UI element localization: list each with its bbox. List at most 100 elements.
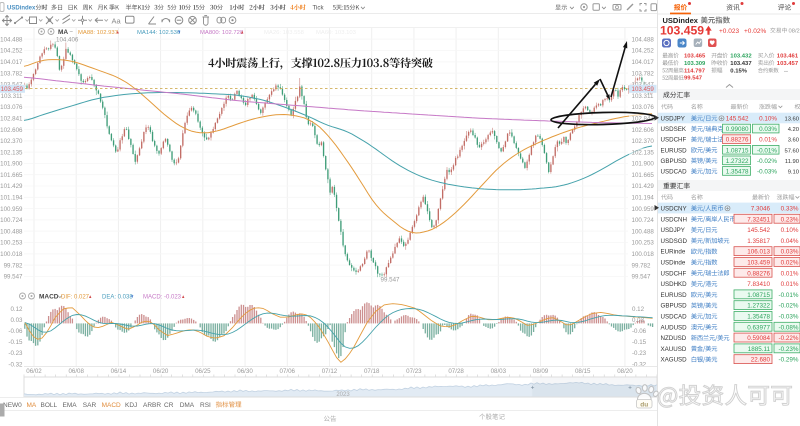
- svg-text:99.547: 99.547: [632, 274, 651, 281]
- svg-text:GBPUSD: GBPUSD: [661, 303, 688, 310]
- svg-text:1.35478: 1.35478: [726, 169, 749, 176]
- svg-text:103.457: 103.457: [777, 61, 799, 67]
- svg-text:MA26: 103.558: MA26: 103.558: [264, 30, 305, 36]
- svg-text:MA60: 103.103: MA60: 103.103: [316, 30, 357, 36]
- svg-text:07/06: 07/06: [280, 368, 296, 375]
- svg-text:103.437: 103.437: [730, 61, 752, 67]
- svg-text:CR: CR: [164, 402, 174, 409]
- svg-text:1.35817: 1.35817: [747, 238, 770, 245]
- svg-text:~: ~: [70, 30, 74, 36]
- svg-text:-0.03%: -0.03%: [757, 169, 777, 176]
- svg-text:1.27322: 1.27322: [726, 158, 749, 165]
- svg-text:0.10%: 0.10%: [781, 227, 799, 234]
- svg-text:104.252: 104.252: [0, 48, 23, 55]
- svg-text:08/09: 08/09: [533, 368, 549, 375]
- svg-text:0.63977: 0.63977: [747, 324, 770, 331]
- svg-text:-0.23: -0.23: [632, 350, 647, 357]
- svg-text:100.018: 100.018: [0, 251, 23, 258]
- svg-text:103.459: 103.459: [632, 86, 655, 93]
- svg-text:-0.32: -0.32: [8, 361, 23, 368]
- svg-text:104.252: 104.252: [632, 48, 655, 55]
- svg-text:USDindex: USDindex: [663, 16, 699, 25]
- svg-text:0.03%: 0.03%: [759, 126, 777, 133]
- svg-text:100.724: 100.724: [0, 217, 23, 224]
- svg-text:EURUSD: EURUSD: [661, 147, 688, 154]
- svg-text:-0.02%: -0.02%: [757, 158, 777, 165]
- svg-text:57.60: 57.60: [784, 148, 799, 154]
- svg-text:0.88276: 0.88276: [726, 137, 749, 144]
- svg-text:1.27322: 1.27322: [747, 303, 770, 310]
- svg-text:22.680: 22.680: [751, 357, 771, 364]
- svg-text:101.194: 101.194: [632, 195, 655, 202]
- svg-text:MA: MA: [27, 402, 37, 409]
- svg-text:100.488: 100.488: [0, 228, 23, 235]
- svg-text:AUDUSD: AUDUSD: [661, 324, 688, 331]
- svg-text:USDindex: USDindex: [7, 6, 36, 12]
- svg-text:-0.23%: -0.23%: [779, 346, 799, 353]
- svg-text:-0.03%: -0.03%: [779, 314, 799, 321]
- svg-text:103.309: 103.309: [684, 61, 706, 67]
- svg-text:USDCNY: USDCNY: [661, 206, 687, 213]
- svg-text:+0.02%: +0.02%: [744, 28, 766, 35]
- svg-text:USDSGD: USDSGD: [661, 238, 688, 245]
- svg-text:du: du: [640, 401, 648, 408]
- svg-text:103.076: 103.076: [632, 104, 655, 111]
- svg-text:USDCHF: USDCHF: [661, 137, 687, 144]
- svg-text:0.59084: 0.59084: [747, 335, 770, 342]
- svg-text:-0.02%: -0.02%: [779, 303, 799, 310]
- svg-text:USDCNH: USDCNH: [661, 216, 687, 223]
- svg-text:145.542: 145.542: [747, 227, 770, 234]
- svg-text:102.841: 102.841: [632, 115, 655, 122]
- svg-text:KDJ: KDJ: [125, 402, 137, 409]
- svg-text:08/15: 08/15: [575, 368, 591, 375]
- svg-text:104.017: 104.017: [632, 59, 655, 66]
- svg-text:07/28: 07/28: [448, 368, 464, 375]
- svg-text:08/20 22:00: 08/20 22:00: [789, 29, 800, 35]
- svg-text:102.135: 102.135: [632, 149, 655, 156]
- svg-text:USDHKD: USDHKD: [661, 281, 688, 288]
- svg-text:-0.29%: -0.29%: [779, 357, 799, 364]
- svg-text:08/03: 08/03: [491, 368, 507, 375]
- svg-text:7.83410: 7.83410: [747, 281, 770, 288]
- svg-text:101.665: 101.665: [632, 172, 655, 179]
- svg-text:-0.08%: -0.08%: [779, 324, 799, 331]
- svg-text:100.959: 100.959: [0, 206, 23, 213]
- svg-text:99.547: 99.547: [684, 76, 703, 82]
- svg-text:104.488: 104.488: [0, 36, 23, 43]
- svg-text:MACD: -0.023: MACD: -0.023: [143, 295, 182, 301]
- svg-text:06/20: 06/20: [153, 368, 169, 375]
- svg-text:106.013: 106.013: [747, 249, 770, 256]
- svg-text:USDCHF: USDCHF: [661, 270, 687, 277]
- svg-text:-0.01%: -0.01%: [779, 292, 799, 299]
- svg-text:3.60: 3.60: [788, 138, 799, 144]
- svg-text:99.547: 99.547: [381, 277, 400, 284]
- svg-text:0.15%: 0.15%: [730, 68, 747, 74]
- svg-text:-0.01%: -0.01%: [757, 147, 777, 154]
- svg-text:9.10: 9.10: [788, 170, 799, 176]
- svg-text:DMA: DMA: [180, 402, 195, 409]
- svg-text:100.724: 100.724: [632, 217, 655, 224]
- svg-text:07/12: 07/12: [322, 368, 338, 375]
- svg-text:0.04%: 0.04%: [781, 238, 799, 245]
- svg-text:103.432: 103.432: [730, 54, 752, 60]
- svg-text:114.797: 114.797: [684, 68, 706, 74]
- svg-text:103.459: 103.459: [660, 24, 704, 38]
- svg-text:XAUUSD: XAUUSD: [661, 346, 687, 353]
- svg-text:XAGUSD: XAGUSD: [661, 357, 688, 364]
- svg-text:99.547: 99.547: [4, 274, 23, 281]
- svg-text:101.194: 101.194: [0, 195, 23, 202]
- svg-text:-0.32: -0.32: [632, 361, 647, 368]
- svg-text:104.488: 104.488: [632, 36, 655, 43]
- svg-text:-0.23: -0.23: [8, 350, 23, 357]
- svg-text:100.018: 100.018: [632, 251, 655, 258]
- svg-text:DIF: 0.027: DIF: 0.027: [61, 295, 90, 301]
- svg-text:0.03: 0.03: [10, 317, 23, 324]
- svg-text:0.99080: 0.99080: [726, 126, 749, 133]
- svg-text:7.3046: 7.3046: [751, 206, 771, 213]
- svg-text:4.20: 4.20: [788, 127, 799, 133]
- svg-text:GBPUSD: GBPUSD: [661, 158, 688, 165]
- svg-text:102.135: 102.135: [0, 149, 23, 156]
- svg-text:SAR: SAR: [83, 402, 97, 409]
- svg-text:103.465: 103.465: [684, 54, 706, 60]
- svg-text:06/02: 06/02: [26, 368, 42, 375]
